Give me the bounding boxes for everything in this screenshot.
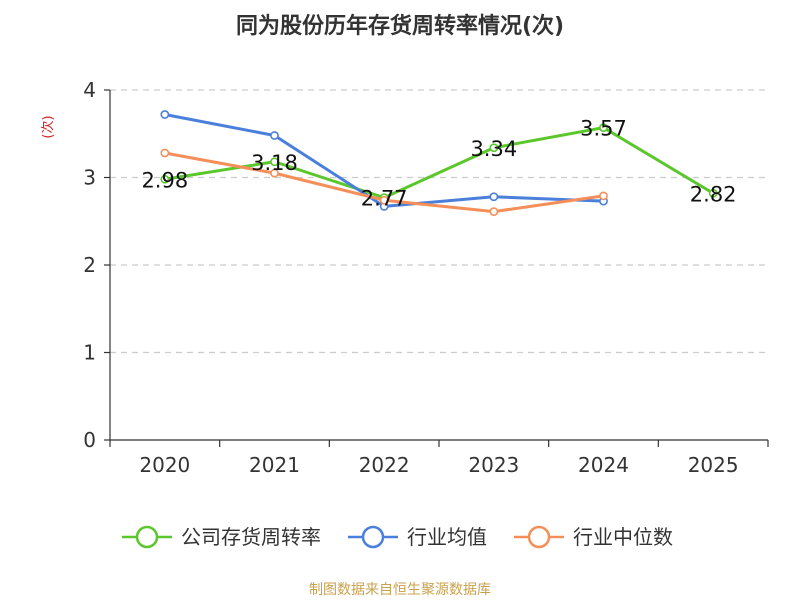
point-0-2023 bbox=[489, 143, 499, 153]
point-0-2021 bbox=[270, 157, 279, 167]
legend-label-1: 行业均值 bbox=[407, 525, 487, 549]
data-labels: 2.98 3.18 2.77 3.34 3.57 2.82 bbox=[141, 117, 736, 211]
legend-item-1: 行业均值 bbox=[348, 525, 487, 549]
data-label-2021: 3.18 bbox=[251, 151, 298, 175]
legend-label-2: 行业中位数 bbox=[573, 525, 673, 549]
source-note: 制图数据来自恒生聚源数据库 bbox=[309, 582, 491, 598]
series-line-0 bbox=[164, 126, 714, 200]
data-label-2025: 2.82 bbox=[690, 182, 737, 206]
point-2-2023 bbox=[489, 207, 499, 217]
data-label-2023: 3.34 bbox=[470, 137, 517, 161]
x-tick-label-2023: 2023 bbox=[468, 453, 519, 477]
point-1-2023 bbox=[489, 192, 499, 202]
y-tick-label-1: 1 bbox=[83, 341, 96, 365]
series-2 bbox=[160, 148, 608, 217]
chart-title: 同为股份历年存货周转率情况(次) bbox=[236, 13, 564, 39]
data-label-2024: 3.57 bbox=[580, 117, 627, 141]
x-tick-label-2021: 2021 bbox=[249, 453, 300, 477]
legend-item-0: 公司存货周转率 bbox=[122, 525, 321, 549]
x-tick-label-2024: 2024 bbox=[578, 453, 629, 477]
data-label-2022: 2.77 bbox=[361, 187, 408, 211]
point-0-2024 bbox=[599, 123, 608, 133]
y-tick-label-3: 3 bbox=[83, 166, 96, 190]
point-0-2025 bbox=[708, 188, 718, 198]
y-tick-label-2: 2 bbox=[83, 253, 96, 277]
legend-label-0: 公司存货周转率 bbox=[181, 525, 321, 549]
series-group bbox=[160, 110, 718, 217]
point-2-2024 bbox=[599, 191, 608, 201]
legend-item-2: 行业中位数 bbox=[514, 525, 673, 549]
data-label-2020: 2.98 bbox=[141, 168, 188, 192]
x-tick-label-2020: 2020 bbox=[139, 453, 190, 477]
y-tick-label-0: 0 bbox=[83, 428, 96, 452]
y-axis-label: (次) bbox=[40, 115, 56, 138]
series-0 bbox=[160, 123, 718, 203]
gridlines bbox=[110, 89, 768, 354]
axes: 0 1 2 3 4 2020 2021 2022 2023 2024 2025 bbox=[83, 78, 769, 477]
series-1 bbox=[160, 110, 608, 211]
point-1-2020 bbox=[160, 110, 170, 119]
x-tick-label-2025: 2025 bbox=[688, 453, 739, 477]
point-2-2021 bbox=[270, 168, 279, 178]
legend-marker-1 bbox=[361, 525, 385, 549]
legend-marker-2 bbox=[527, 525, 551, 549]
legend-marker-0 bbox=[135, 525, 159, 549]
legend: 公司存货周转率 行业均值 行业中位数 bbox=[122, 525, 673, 549]
x-tick-label-2022: 2022 bbox=[359, 453, 410, 477]
point-1-2021 bbox=[270, 131, 279, 140]
y-tick-label-4: 4 bbox=[83, 78, 96, 102]
point-0-2020 bbox=[160, 174, 170, 184]
point-2-2020 bbox=[160, 148, 170, 158]
point-2-2022 bbox=[379, 195, 389, 205]
